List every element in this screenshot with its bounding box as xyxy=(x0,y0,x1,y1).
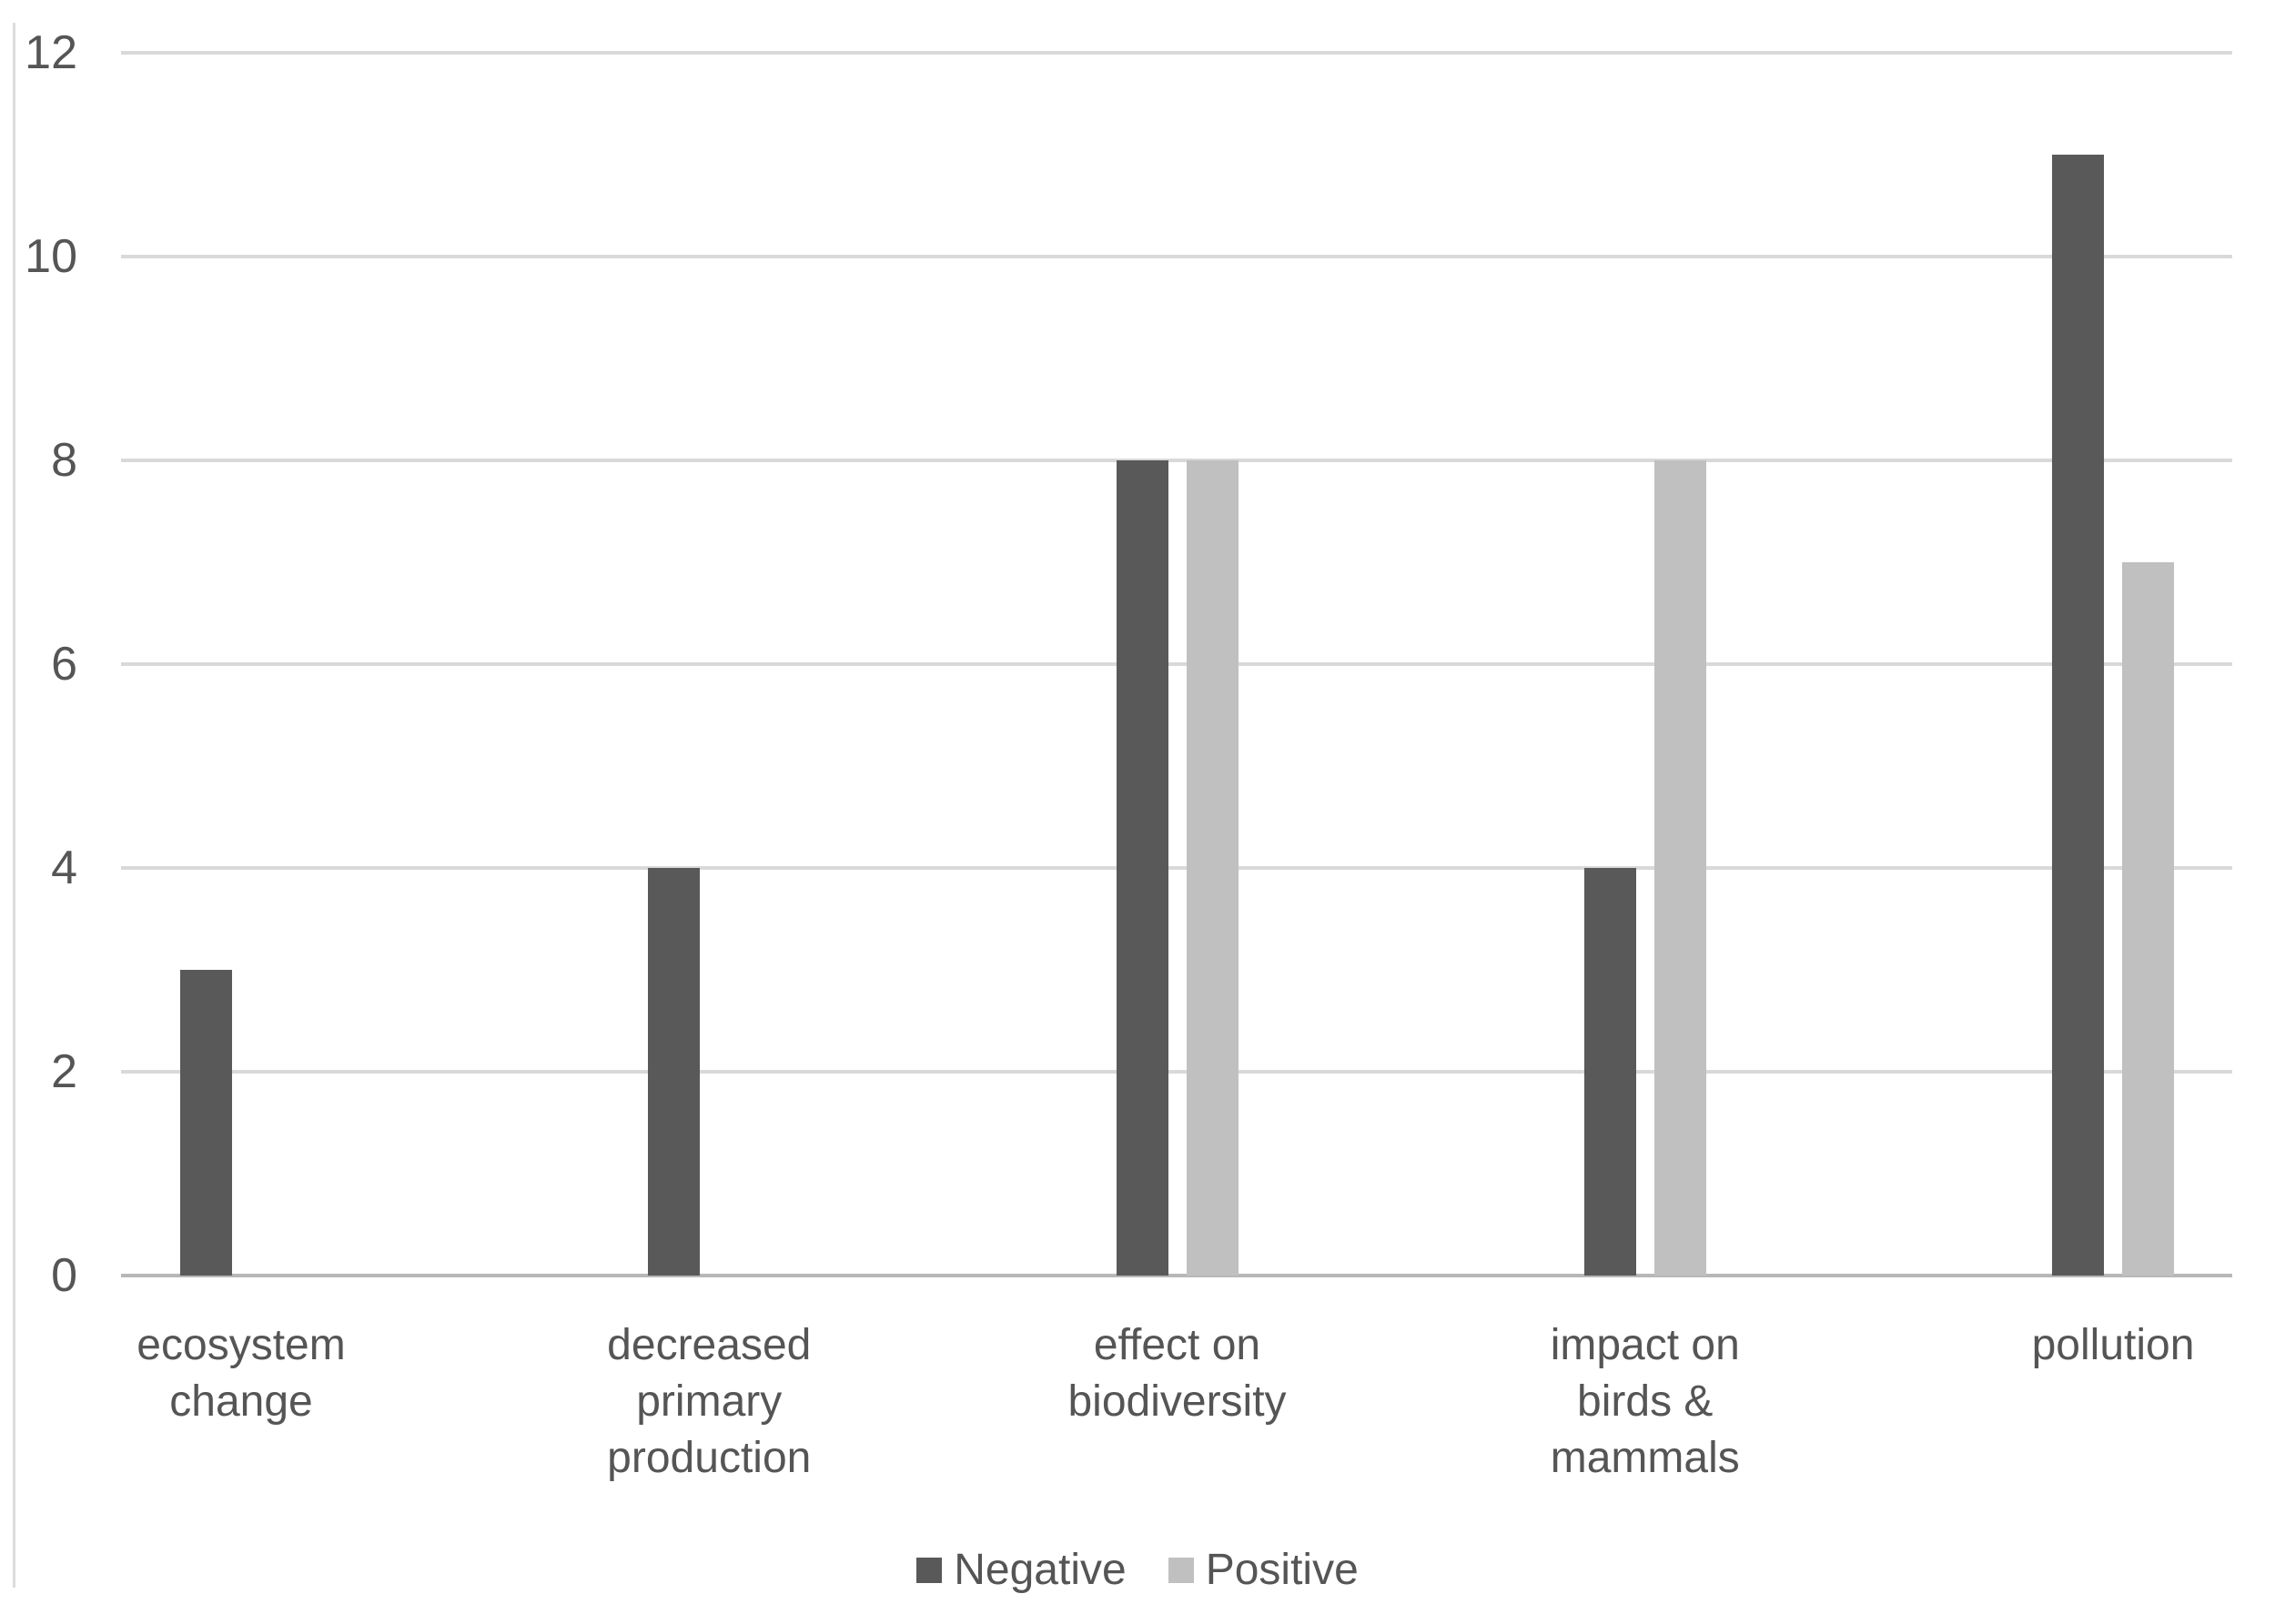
x-category-label-line: primary xyxy=(636,1377,783,1426)
x-category-label-line: effect on xyxy=(1093,1321,1261,1369)
legend: Negative Positive xyxy=(0,1545,2275,1595)
bar-negative-0 xyxy=(180,970,232,1276)
y-tick-label: 0 xyxy=(51,1249,77,1302)
gridline xyxy=(121,866,2232,870)
gridline xyxy=(121,255,2232,258)
x-category-label: effect on biodiversity xyxy=(950,1317,1405,1430)
gridline xyxy=(121,459,2232,462)
bar-negative-4 xyxy=(2052,155,2104,1276)
x-category-label-line: biodiversity xyxy=(1067,1377,1287,1426)
x-category-label: ecosystem change xyxy=(14,1317,469,1430)
legend-swatch-negative xyxy=(916,1557,943,1583)
legend-swatch-positive xyxy=(1168,1557,1194,1583)
y-tick-label: 6 xyxy=(51,638,77,691)
x-category-label-line: change xyxy=(169,1377,313,1426)
x-category-label: pollution xyxy=(1886,1317,2275,1374)
x-category-label-line: decreased xyxy=(607,1321,812,1369)
gridline xyxy=(121,662,2232,666)
bar-negative-1 xyxy=(648,868,701,1276)
bar-positive-3 xyxy=(1653,460,1706,1276)
x-category-label-line: ecosystem xyxy=(136,1321,346,1369)
x-category-label-line: birds & xyxy=(1577,1377,1714,1426)
legend-label: Positive xyxy=(1205,1546,1359,1594)
bar-positive-4 xyxy=(2122,562,2174,1276)
legend-label: Negative xyxy=(954,1546,1127,1594)
bar-negative-3 xyxy=(1583,868,1636,1276)
x-category-label-line: mammals xyxy=(1550,1434,1740,1482)
x-axis-line xyxy=(121,1274,2232,1277)
y-tick-label: 4 xyxy=(51,842,77,894)
y-tick-label: 12 xyxy=(25,26,77,79)
x-category-label: impact on birds & mammals xyxy=(1418,1317,1873,1487)
gridline xyxy=(121,51,2232,55)
figure-left-border xyxy=(13,23,15,1588)
y-tick-label: 10 xyxy=(25,230,77,283)
legend-item-positive: Positive xyxy=(1168,1545,1359,1595)
bar-positive-2 xyxy=(1186,460,1239,1276)
x-category-label-line: impact on xyxy=(1550,1321,1740,1369)
y-tick-label: 8 xyxy=(51,434,77,487)
x-category-label-line: production xyxy=(607,1434,812,1482)
y-tick-label: 2 xyxy=(51,1045,77,1098)
legend-item-negative: Negative xyxy=(916,1545,1127,1595)
bar-negative-2 xyxy=(1116,460,1168,1276)
gridline xyxy=(121,1070,2232,1074)
x-category-label-line: pollution xyxy=(2031,1321,2195,1369)
x-category-label: decreased primary production xyxy=(481,1317,936,1487)
